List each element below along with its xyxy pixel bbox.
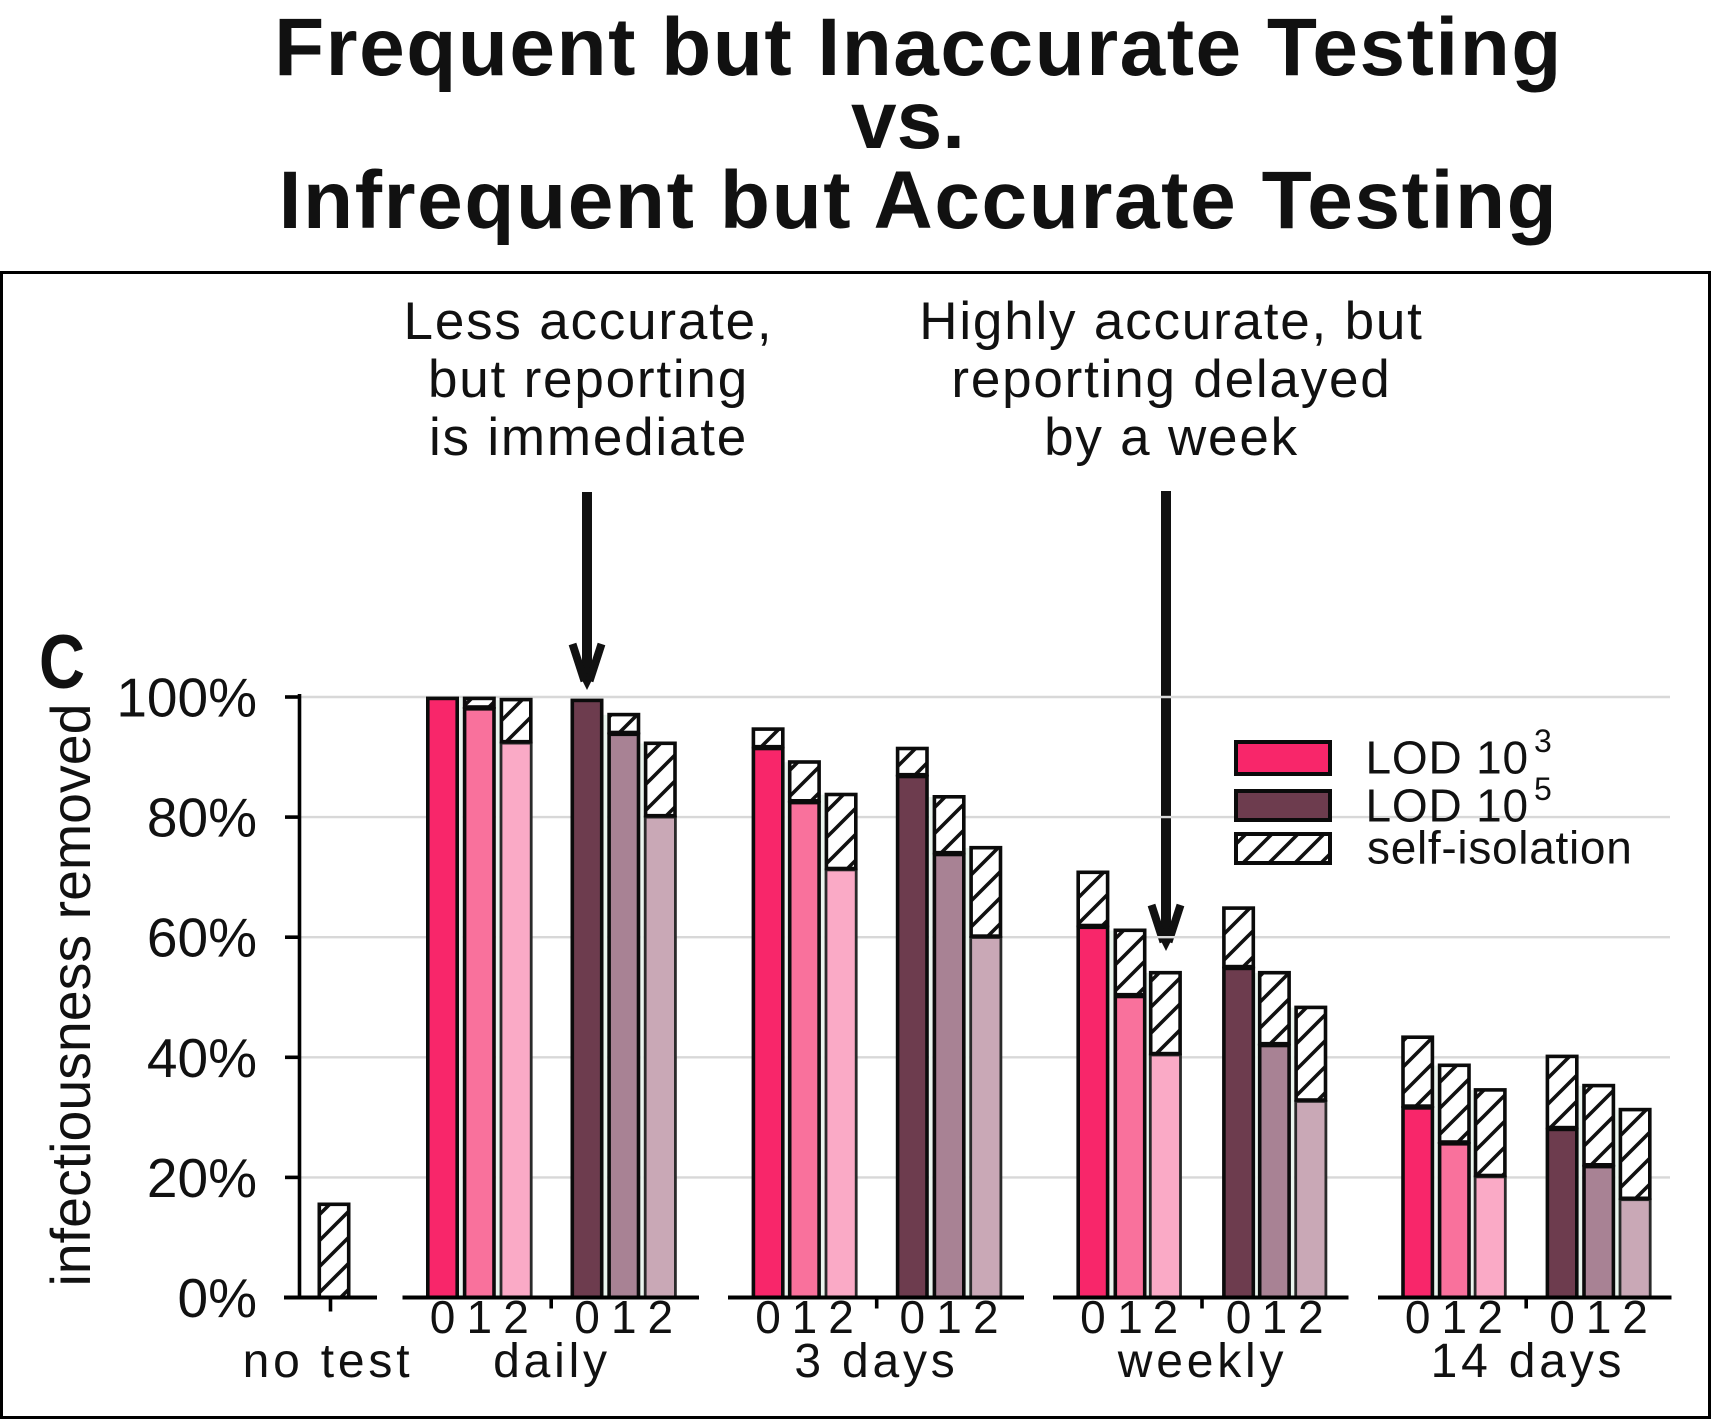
svg-text:20%: 20%: [147, 1147, 257, 1209]
svg-text:14 days: 14 days: [1431, 1335, 1626, 1388]
svg-text:Frequent but Inaccurate Testin: Frequent but Inaccurate Testing: [274, 2, 1563, 93]
svg-text:1: 1: [1442, 1291, 1468, 1343]
svg-text:1: 1: [467, 1291, 493, 1343]
svg-text:60%: 60%: [147, 907, 257, 969]
svg-text:reporting delayed: reporting delayed: [951, 350, 1391, 409]
svg-text:2: 2: [973, 1291, 999, 1343]
svg-text:daily: daily: [493, 1335, 611, 1388]
svg-text:1: 1: [792, 1291, 818, 1343]
svg-text:0: 0: [900, 1291, 926, 1343]
svg-text:0: 0: [430, 1291, 456, 1343]
svg-text:2: 2: [1153, 1291, 1179, 1343]
svg-text:40%: 40%: [147, 1027, 257, 1089]
svg-text:1: 1: [1262, 1291, 1288, 1343]
svg-text:2: 2: [648, 1291, 674, 1343]
svg-text:Infrequent but Accurate Testin: Infrequent but Accurate Testing: [279, 155, 1559, 246]
svg-text:0: 0: [755, 1291, 781, 1343]
svg-text:3: 3: [1534, 723, 1552, 759]
svg-text:Less accurate,: Less accurate,: [404, 292, 774, 351]
svg-text:1: 1: [611, 1291, 637, 1343]
svg-text:weekly: weekly: [1117, 1335, 1288, 1388]
svg-text:LOD 10: LOD 10: [1366, 732, 1529, 784]
svg-text:is immediate: is immediate: [429, 408, 748, 467]
svg-text:self-isolation: self-isolation: [1367, 822, 1632, 874]
svg-text:0: 0: [1549, 1291, 1575, 1343]
svg-text:100%: 100%: [116, 667, 257, 729]
svg-text:vs.: vs.: [851, 75, 965, 166]
svg-text:2: 2: [1622, 1291, 1648, 1343]
svg-text:LOD 10: LOD 10: [1366, 780, 1529, 832]
svg-text:2: 2: [503, 1291, 529, 1343]
svg-text:0: 0: [574, 1291, 600, 1343]
svg-text:Highly accurate, but: Highly accurate, but: [919, 292, 1423, 351]
svg-text:0: 0: [1226, 1291, 1252, 1343]
svg-text:2: 2: [1298, 1291, 1324, 1343]
svg-text:by a week: by a week: [1044, 408, 1299, 467]
svg-text:infectiousness removed: infectiousness removed: [40, 703, 102, 1286]
svg-text:0%: 0%: [178, 1267, 258, 1329]
svg-text:1: 1: [936, 1291, 962, 1343]
svg-text:0: 0: [1080, 1291, 1106, 1343]
svg-text:2: 2: [828, 1291, 854, 1343]
svg-text:C: C: [39, 620, 85, 705]
svg-text:but reporting: but reporting: [428, 350, 749, 409]
svg-text:80%: 80%: [147, 787, 257, 849]
svg-text:no test: no test: [243, 1335, 414, 1388]
svg-text:0: 0: [1405, 1291, 1431, 1343]
svg-text:1: 1: [1117, 1291, 1143, 1343]
svg-text:2: 2: [1477, 1291, 1503, 1343]
svg-text:1: 1: [1586, 1291, 1612, 1343]
svg-text:3 days: 3 days: [794, 1335, 958, 1388]
svg-text:5: 5: [1534, 771, 1552, 807]
